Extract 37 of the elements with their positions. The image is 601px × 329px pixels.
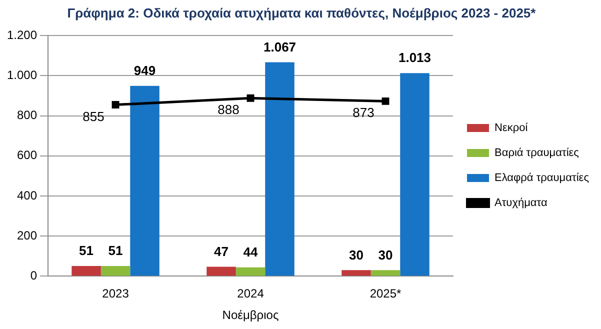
legend-label: Νεκροί	[494, 122, 528, 134]
data-label: 1.067	[263, 39, 296, 54]
bar	[400, 73, 430, 276]
y-tick-label: 1.000	[7, 68, 38, 82]
bar	[342, 270, 371, 276]
y-tick-label: 1.200	[7, 28, 38, 42]
data-label: 30	[349, 247, 364, 262]
data-label: 47	[214, 244, 228, 259]
y-tick-label: 0	[30, 268, 38, 283]
y-tick-label: 800	[17, 108, 38, 122]
data-label: 30	[378, 247, 393, 262]
x-tick-label: 2023	[102, 286, 130, 301]
data-label: 949	[134, 63, 156, 78]
data-label: 51	[108, 243, 123, 258]
y-tick-label: 400	[17, 188, 38, 202]
legend-label: Ατυχήματα	[494, 197, 548, 210]
x-axis-title: Νοέμβριος	[222, 308, 279, 322]
bar	[236, 267, 266, 276]
data-label: 44	[243, 244, 259, 260]
y-tick-label: 600	[17, 148, 38, 162]
bar	[130, 86, 160, 276]
bar	[206, 266, 236, 276]
legend-label: Βαριά τραυματίες	[494, 147, 579, 160]
data-label: 1.013	[398, 50, 432, 66]
data-label: 51	[79, 243, 94, 258]
data-label: 888	[218, 102, 240, 118]
x-tick-label: 2025*	[370, 286, 402, 301]
data-label: 873	[352, 105, 374, 120]
x-tick-label: 2024	[237, 286, 264, 301]
bar	[100, 266, 130, 276]
data-label: 855	[82, 108, 104, 124]
bar	[370, 270, 400, 276]
chart-title: Γράφημα 2: Οδικά τροχαία ατυχήματα και παθόντες, Νοέμβριος 2023 - 2025*	[67, 5, 537, 20]
bar	[265, 62, 294, 276]
legend-label: Ελαφρά τραυματίες	[494, 172, 590, 184]
y-tick-label: 200	[17, 228, 38, 242]
bar	[72, 266, 101, 276]
